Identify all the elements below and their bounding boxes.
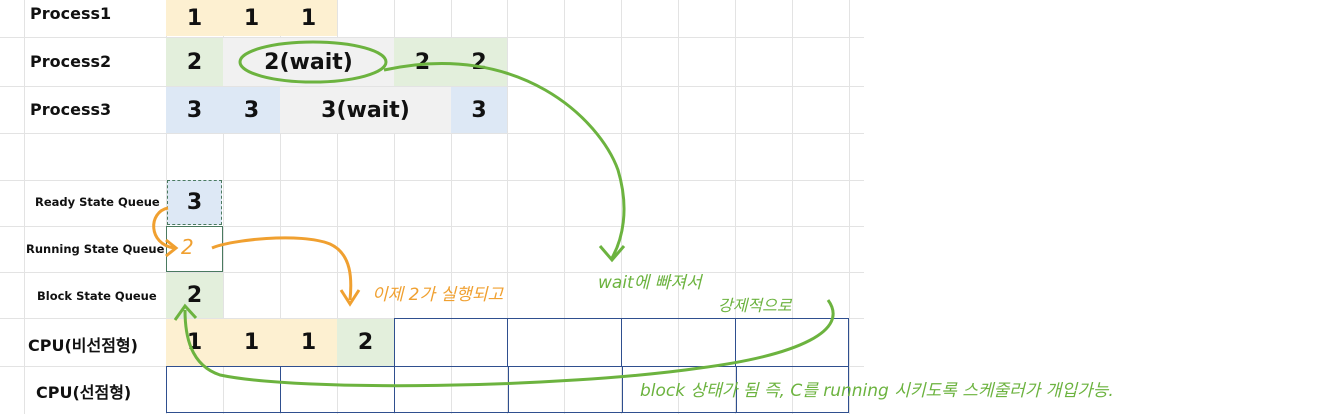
grid-line	[280, 0, 281, 414]
grid-line	[223, 0, 224, 414]
grid-line	[0, 226, 864, 227]
grid-line	[735, 0, 736, 414]
grid-line	[394, 0, 395, 414]
process1-cell: 1	[223, 0, 280, 36]
cpu-cell-divider	[621, 319, 622, 366]
process3-cell: 3	[451, 87, 507, 133]
ready-to-running-arrowhead	[165, 238, 179, 258]
process2-wait-cell: 2(wait)	[223, 38, 394, 86]
running-queue-cell: 2	[166, 226, 223, 272]
process3-cell: 3	[223, 87, 280, 133]
running-to-cpu-arrowhead	[339, 289, 361, 307]
grid-line	[792, 0, 793, 414]
process2-label: Process2	[30, 52, 112, 71]
running-queue-label: Running State Queue	[26, 242, 165, 256]
cpu-cell-divider	[394, 367, 395, 412]
grid-line	[507, 0, 508, 414]
block-queue-cell: 2	[166, 273, 223, 318]
block-arrow	[183, 299, 835, 388]
wait-circle	[238, 40, 388, 84]
grid-line	[451, 0, 452, 414]
grid-line	[0, 180, 864, 181]
cpu-nonpreemptive-cell: 1	[280, 319, 337, 366]
wait-arrowhead	[598, 245, 626, 263]
process3-cell: 3	[166, 87, 223, 133]
process1-cell: 1	[280, 0, 337, 36]
cpu-cell-divider	[622, 367, 623, 412]
grid-line	[0, 86, 864, 87]
annotation-wait-escape-1: wait에 빠져서	[598, 273, 702, 293]
cpu-cell-divider	[736, 367, 737, 412]
ready-queue-label: Ready State Queue	[35, 195, 160, 209]
ready-queue-cell: 3	[167, 180, 222, 225]
annotation-now-running: 이제 2가 실행되고	[372, 285, 504, 305]
grid-line	[24, 0, 25, 414]
process1-cell: 1	[166, 0, 223, 36]
cpu-cell-divider	[507, 319, 508, 366]
process1-label: Process1	[30, 4, 112, 23]
cpu-nonpreemptive-label: CPU(비선점형)	[28, 336, 138, 355]
cpu-cell-divider	[280, 367, 281, 412]
grid-line	[678, 0, 679, 414]
grid-line	[337, 0, 338, 414]
cpu-nonpreemptive-cell: 1	[223, 319, 280, 366]
cpu-cell-divider	[735, 319, 736, 366]
wait-arrow	[383, 62, 626, 259]
annotation-wait-escape-2: 강제적으로	[718, 296, 792, 315]
grid-line	[0, 133, 864, 134]
process2-cell: 2	[166, 38, 223, 86]
block-arrowhead	[173, 303, 198, 321]
cpu-cell-divider	[508, 367, 509, 412]
grid-line	[564, 0, 565, 414]
process3-wait-cell: 3(wait)	[280, 87, 451, 133]
ready-to-running-arrow	[152, 206, 175, 250]
annotation-block-note: block 상태가 됨 즉, C를 running 시키도록 스케줄러가 개입가…	[640, 381, 1114, 401]
grid-line	[0, 272, 864, 273]
running-queue-value: 2	[181, 235, 194, 259]
cpu-preemptive-cells	[166, 366, 849, 413]
cpu-nonpreemptive-cell: 2	[337, 319, 394, 366]
running-to-cpu-arrow	[211, 236, 353, 301]
grid-line	[849, 0, 850, 414]
block-queue-label: Block State Queue	[37, 289, 157, 303]
process3-label: Process3	[30, 100, 112, 119]
grid-line	[621, 0, 622, 414]
grid-line	[0, 37, 864, 38]
cpu-preemptive-label: CPU(선점형)	[36, 383, 132, 402]
